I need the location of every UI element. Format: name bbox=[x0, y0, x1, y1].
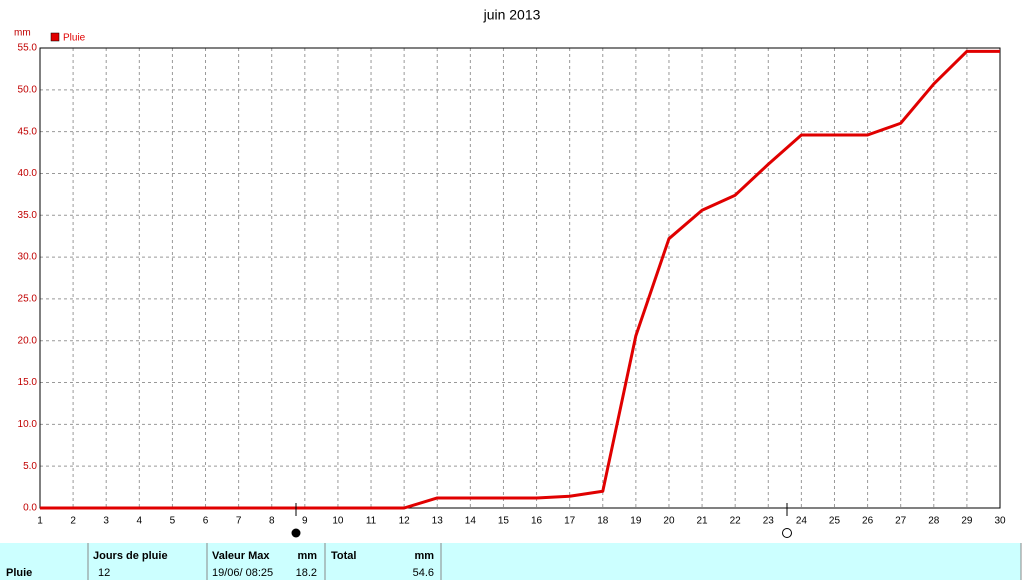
x-tick-label: 26 bbox=[862, 516, 874, 527]
x-tick-label: 4 bbox=[137, 516, 143, 527]
x-tick-label: 18 bbox=[597, 516, 609, 527]
legend-swatch bbox=[50, 32, 60, 42]
x-tick-label: 5 bbox=[170, 516, 176, 527]
y-tick-label: 5.0 bbox=[23, 461, 37, 472]
x-tick-label: 9 bbox=[302, 516, 308, 527]
x-tick-label: 29 bbox=[961, 516, 973, 527]
table-header: Valeur Max bbox=[212, 550, 270, 562]
y-tick-label: 25.0 bbox=[18, 294, 38, 305]
x-tick-label: 10 bbox=[332, 516, 344, 527]
table-background bbox=[0, 543, 1021, 580]
y-tick-label: 50.0 bbox=[18, 84, 38, 95]
y-tick-label: 15.0 bbox=[18, 377, 38, 388]
full-moon-icon bbox=[782, 528, 792, 538]
x-tick-label: 6 bbox=[203, 516, 209, 527]
table-cell: 12 bbox=[98, 567, 110, 579]
x-tick-label: 2 bbox=[70, 516, 76, 527]
plot-frame bbox=[39, 47, 1001, 509]
x-tick-label: 30 bbox=[994, 516, 1006, 527]
x-tick-label: 8 bbox=[269, 516, 275, 527]
plot: 0.0 5.0 10.0 15.0 20.0 25.0 30.0 35.0 40.0 45.0 50… bbox=[18, 33, 1006, 527]
table-header: Jours de pluie bbox=[93, 550, 168, 562]
table-cell: 19/06/ 08:25 bbox=[212, 567, 273, 579]
y-tick-label: 35.0 bbox=[18, 210, 38, 221]
y-tick-label: 55.0 bbox=[18, 43, 38, 54]
legend-label: Pluie bbox=[63, 33, 86, 44]
new-moon-icon bbox=[291, 528, 301, 538]
data-line bbox=[40, 49, 1000, 510]
y-tick-label: 40.0 bbox=[18, 168, 38, 179]
x-tick-label: 11 bbox=[366, 516, 377, 527]
x-tick-label: 17 bbox=[564, 516, 576, 527]
x-tick-label: 16 bbox=[531, 516, 543, 527]
y-tick-label: 10.0 bbox=[18, 419, 38, 430]
table-header: Total bbox=[331, 550, 356, 562]
x-tick-label: 12 bbox=[399, 516, 411, 527]
y-tick-label: 20.0 bbox=[18, 335, 38, 346]
x-tick-label: 15 bbox=[498, 516, 510, 527]
table-unit: mm bbox=[414, 550, 434, 562]
table-unit: mm bbox=[297, 550, 317, 562]
table-cell: 54.6 bbox=[413, 567, 434, 579]
row-label: Pluie bbox=[6, 567, 32, 579]
x-tick-label: 13 bbox=[432, 516, 444, 527]
x-tick-label: 23 bbox=[763, 516, 775, 527]
x-tick-label: 7 bbox=[236, 516, 242, 527]
summary-table: Jours de pluie Valeur Max mm Total mm Pl… bbox=[0, 543, 1022, 580]
y-tick-label: 30.0 bbox=[18, 252, 38, 263]
x-tick-label: 22 bbox=[730, 516, 742, 527]
table-cell: 18.2 bbox=[296, 567, 317, 579]
x-tick-label: 25 bbox=[829, 516, 841, 527]
x-tick-label: 1 bbox=[37, 516, 43, 527]
chart-title: juin 2013 bbox=[483, 7, 541, 23]
y-tick-label: 0.0 bbox=[23, 503, 37, 514]
x-tick-label: 19 bbox=[630, 516, 642, 527]
x-tick-label: 24 bbox=[796, 516, 808, 527]
y-unit: mm bbox=[14, 28, 31, 39]
y-tick-label: 45.0 bbox=[18, 126, 38, 137]
x-tick-label: 28 bbox=[928, 516, 940, 527]
x-tick-label: 21 bbox=[697, 516, 709, 527]
x-tick-label: 20 bbox=[663, 516, 675, 527]
x-tick-label: 3 bbox=[103, 516, 109, 527]
x-tick-label: 14 bbox=[465, 516, 477, 527]
x-tick-label: 27 bbox=[895, 516, 907, 527]
